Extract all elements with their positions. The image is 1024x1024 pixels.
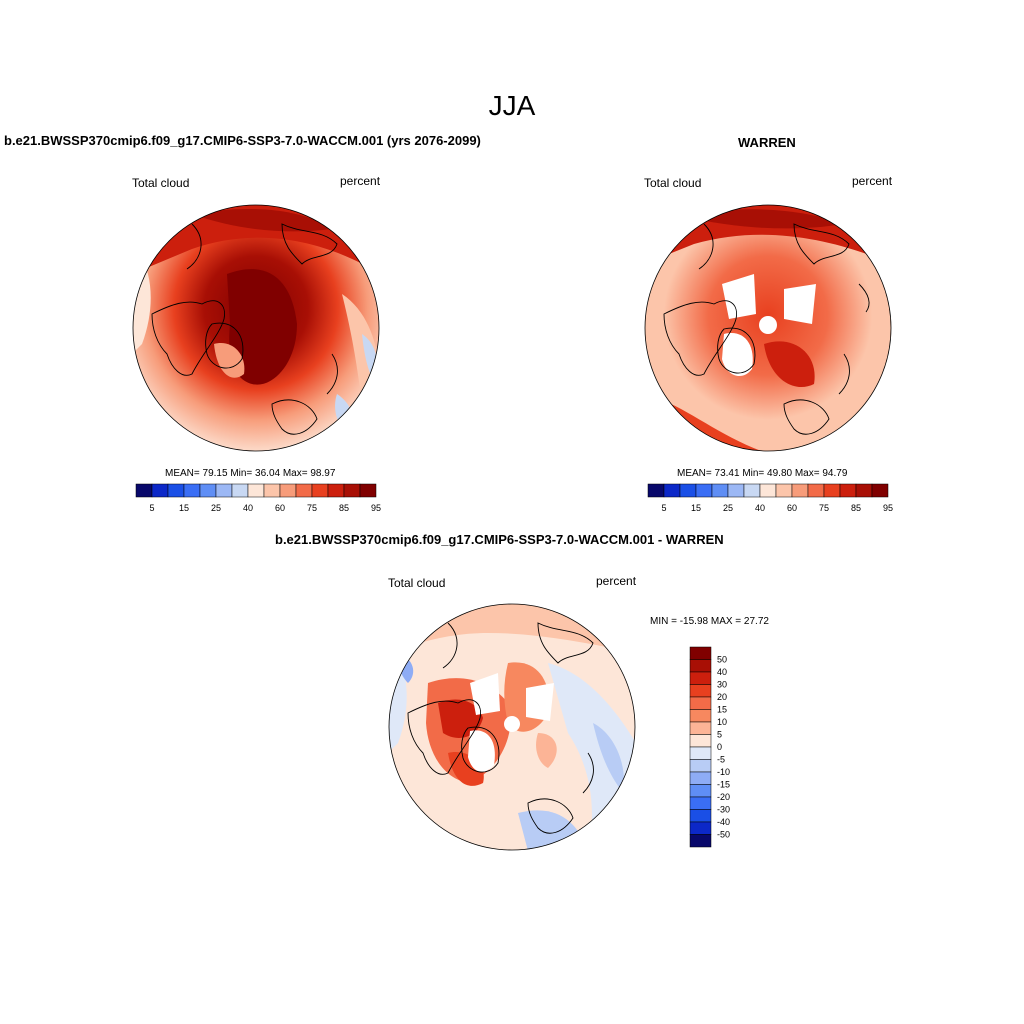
colorbar-swatch xyxy=(689,646,712,660)
colorbar-tick-label: 15 xyxy=(179,503,189,513)
panel2-colorbar: 5 15 25 40 60 75 85 95 xyxy=(647,483,893,513)
panel1-colorbar: 5 15 25 40 60 75 85 95 xyxy=(135,483,381,513)
colorbar-swatch xyxy=(327,483,345,498)
colorbar-tick-label: 5 xyxy=(149,503,154,513)
colorbar-swatch xyxy=(167,483,185,498)
colorbar-swatch xyxy=(689,771,712,785)
panel1-units-label: percent xyxy=(340,174,381,188)
colorbar-tick-label: 60 xyxy=(787,503,797,513)
colorbar-swatch xyxy=(855,483,873,498)
colorbar-swatch xyxy=(689,734,712,748)
colorbar-tick-label: -10 xyxy=(717,767,730,777)
panel3-map xyxy=(388,603,636,851)
colorbar-tick-label: 0 xyxy=(717,742,722,752)
colorbar-swatch xyxy=(647,483,665,498)
colorbar-tick-label: 30 xyxy=(717,680,727,690)
colorbar-swatch xyxy=(689,821,712,835)
colorbar-tick-label: 5 xyxy=(717,730,722,740)
colorbar-swatch xyxy=(689,696,712,710)
panel1-map xyxy=(132,204,380,452)
colorbar-tick-label: 15 xyxy=(717,705,727,715)
colorbar-swatch xyxy=(839,483,857,498)
colorbar-swatch xyxy=(279,483,297,498)
colorbar-tick-label: -30 xyxy=(717,805,730,815)
colorbar-tick-label: -5 xyxy=(717,755,725,765)
panel2-map xyxy=(644,204,892,452)
colorbar-swatch xyxy=(689,784,712,798)
colorbar-swatch xyxy=(791,483,809,498)
colorbar-swatch xyxy=(689,796,712,810)
colorbar-swatch xyxy=(689,684,712,698)
colorbar-swatch xyxy=(823,483,841,498)
panel3-units-label: percent xyxy=(596,574,637,588)
colorbar-swatch xyxy=(359,483,377,498)
colorbar-swatch xyxy=(295,483,313,498)
panel3-header: b.e21.BWSSP370cmip6.f09_g17.CMIP6-SSP3-7… xyxy=(275,532,724,547)
colorbar-swatch xyxy=(689,709,712,723)
colorbar-swatch xyxy=(311,483,329,498)
colorbar-swatch xyxy=(689,834,712,848)
colorbar-swatch xyxy=(199,483,217,498)
colorbar-tick-label: 50 xyxy=(717,655,727,665)
colorbar-swatch xyxy=(183,483,201,498)
colorbar-tick-label: 25 xyxy=(211,503,221,513)
colorbar-tick-label: 5 xyxy=(661,503,666,513)
colorbar-swatch xyxy=(727,483,745,498)
colorbar-swatch xyxy=(679,483,697,498)
colorbar-swatch xyxy=(807,483,825,498)
colorbar-tick-label: -20 xyxy=(717,792,730,802)
colorbar-tick-label: 75 xyxy=(307,503,317,513)
colorbar-swatch xyxy=(231,483,249,498)
colorbar-swatch xyxy=(711,483,729,498)
colorbar-tick-label: 60 xyxy=(275,503,285,513)
colorbar-tick-label: -40 xyxy=(717,817,730,827)
colorbar-swatch xyxy=(695,483,713,498)
colorbar-swatch xyxy=(151,483,169,498)
colorbar-tick-label: 85 xyxy=(339,503,349,513)
colorbar-swatch xyxy=(689,671,712,685)
panel1-stats: MEAN= 79.15 Min= 36.04 Max= 98.97 xyxy=(165,468,336,479)
colorbar-tick-label: 85 xyxy=(851,503,861,513)
colorbar-tick-label: 95 xyxy=(371,503,381,513)
colorbar-swatch xyxy=(135,483,153,498)
panel2-units-label: percent xyxy=(852,174,893,188)
panel1-variable-label: Total cloud xyxy=(132,176,190,190)
panel2-variable-label: Total cloud xyxy=(644,176,702,190)
panel3-variable-label: Total cloud xyxy=(388,576,446,590)
colorbar-swatch xyxy=(263,483,281,498)
colorbar-swatch xyxy=(775,483,793,498)
colorbar-tick-label: 25 xyxy=(723,503,733,513)
figure-title: JJA xyxy=(488,90,536,121)
colorbar-tick-label: 15 xyxy=(691,503,701,513)
colorbar-swatch xyxy=(689,759,712,773)
colorbar-swatch xyxy=(689,659,712,673)
panel2-stats: MEAN= 73.41 Min= 49.80 Max= 94.79 xyxy=(677,468,848,479)
panel3-stats: MIN = -15.98 MAX = 27.72 xyxy=(650,616,769,627)
colorbar-swatch xyxy=(343,483,361,498)
colorbar-tick-label: 75 xyxy=(819,503,829,513)
colorbar-tick-label: 40 xyxy=(717,667,727,677)
colorbar-swatch xyxy=(689,809,712,823)
colorbar-tick-label: 20 xyxy=(717,692,727,702)
colorbar-tick-label: -50 xyxy=(717,830,730,840)
colorbar-tick-label: -15 xyxy=(717,780,730,790)
colorbar-swatch xyxy=(215,483,233,498)
colorbar-tick-label: 95 xyxy=(883,503,893,513)
colorbar-tick-label: 40 xyxy=(755,503,765,513)
colorbar-swatch xyxy=(871,483,889,498)
panel2-header: WARREN xyxy=(738,135,796,150)
colorbar-swatch xyxy=(689,746,712,760)
colorbar-swatch xyxy=(689,721,712,735)
colorbar-swatch xyxy=(759,483,777,498)
colorbar-tick-label: 10 xyxy=(717,717,727,727)
colorbar-tick-label: 40 xyxy=(243,503,253,513)
colorbar-swatch xyxy=(663,483,681,498)
colorbar-swatch xyxy=(743,483,761,498)
panel1-header: b.e21.BWSSP370cmip6.f09_g17.CMIP6-SSP3-7… xyxy=(4,133,481,148)
colorbar-swatch xyxy=(247,483,265,498)
